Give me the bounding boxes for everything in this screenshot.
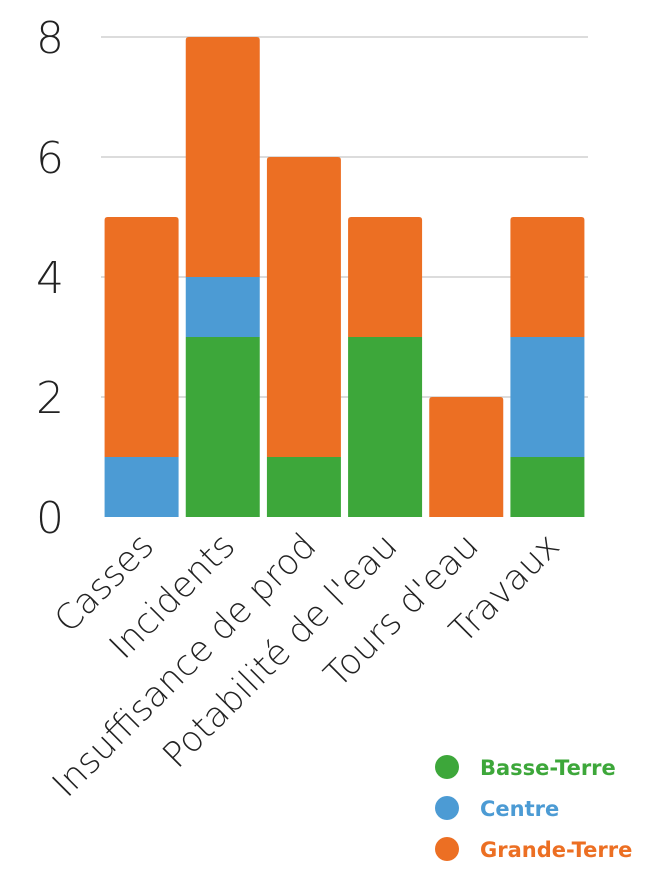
y-tick-label: 4 — [36, 253, 64, 304]
bar-segment-grande-terre — [348, 217, 423, 337]
legend-label: Basse-Terre — [480, 756, 616, 780]
bar-segment-centre — [104, 457, 179, 517]
legend-label: Centre — [480, 797, 559, 821]
bar-segment-grande-terre — [510, 217, 585, 337]
legend-marker — [435, 796, 459, 820]
legend-marker — [435, 755, 459, 779]
bar-segment-basse-terre — [348, 337, 423, 517]
legend-label: Grande-Terre — [480, 838, 632, 862]
y-tick-label: 8 — [36, 13, 64, 64]
y-tick-label: 0 — [36, 493, 64, 544]
y-tick-label: 2 — [36, 373, 64, 424]
gridlines — [101, 36, 588, 398]
bar-segment-grande-terre — [266, 157, 341, 457]
bar-segment-centre — [185, 277, 260, 337]
bar-segment-grande-terre — [429, 397, 504, 517]
legend-marker — [435, 837, 459, 861]
bar-segment-centre — [510, 337, 585, 457]
y-tick-label: 6 — [36, 133, 64, 184]
bar-segment-basse-terre — [185, 337, 260, 517]
bars — [104, 37, 585, 517]
y-axis-ticks: 0 2 4 6 8 — [36, 13, 64, 544]
bar-segment-basse-terre — [510, 457, 585, 517]
bar-segment-grande-terre — [104, 217, 179, 457]
legend: Basse-Terre Centre Grande-Terre — [435, 755, 632, 862]
bar-segment-grande-terre — [185, 37, 260, 277]
bar-segment-basse-terre — [266, 457, 341, 517]
